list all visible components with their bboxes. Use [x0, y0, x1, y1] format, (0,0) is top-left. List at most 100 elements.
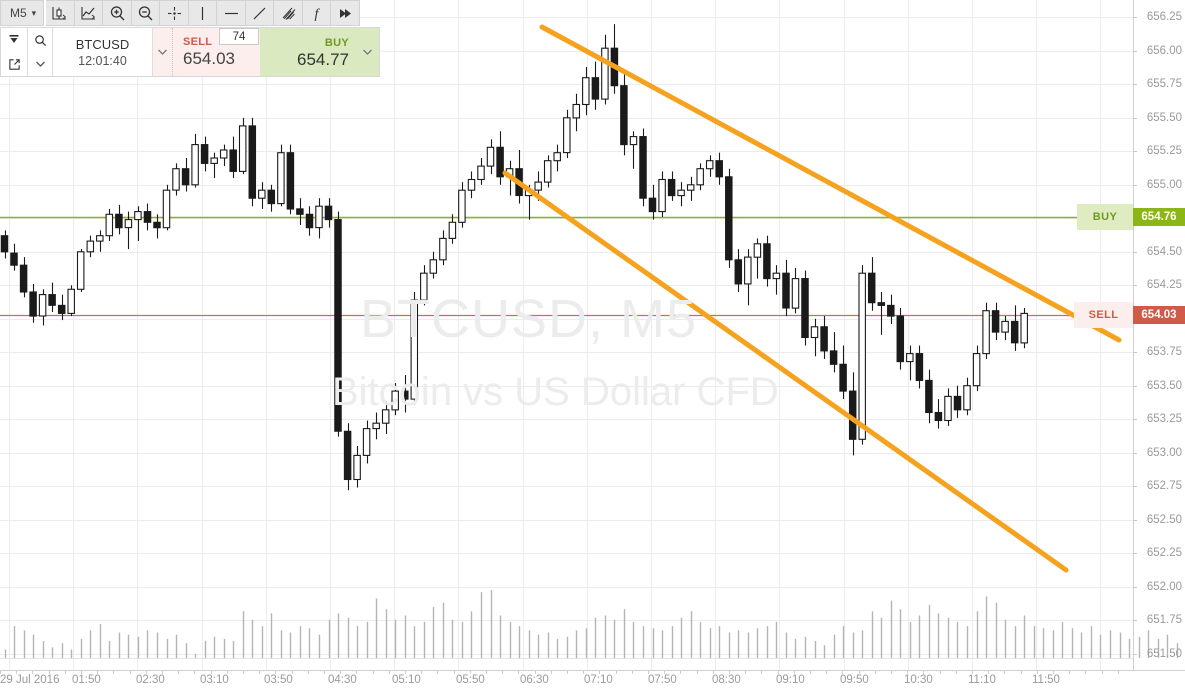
time-tick-label: 04:30: [328, 674, 357, 686]
sell-dropdown-icon[interactable]: [153, 28, 172, 76]
time-axis[interactable]: 29 Jul 2016 01:50 02:30 03:10 03:50 04:30 05:1…: [0, 670, 1133, 691]
time-tick-mark: [777, 670, 779, 674]
time-tick-mark: [259, 670, 261, 674]
buy-button[interactable]: BUY 654.77: [260, 28, 355, 76]
quote-panel-search-col: [28, 28, 53, 76]
price-tick-mark: [1133, 17, 1137, 19]
sell-level-flag[interactable]: SELL: [1074, 301, 1133, 328]
time-tick-mark: [388, 670, 390, 674]
time-tick-mark: [1085, 670, 1087, 674]
price-tick-label: 651.75: [1146, 614, 1182, 627]
price-tick-label: 654.50: [1146, 245, 1182, 258]
horizontal-line-icon[interactable]: [217, 0, 246, 26]
time-tick-mark: [631, 670, 633, 674]
time-tick-mark: [1101, 670, 1103, 674]
timeframe-label: M5: [10, 6, 27, 20]
time-tick-mark: [340, 670, 342, 674]
channel-lower: [502, 170, 1069, 573]
candlestick-series: [0, 24, 1028, 491]
time-tick-label: 29 Jul 2016: [0, 674, 60, 686]
timeframe-selector[interactable]: M5 ▾: [0, 0, 45, 26]
buy-price-pill[interactable]: 654.76: [1133, 207, 1185, 226]
crosshair-icon[interactable]: [160, 0, 189, 26]
time-tick-mark: [48, 670, 50, 674]
price-tick-label: 655.75: [1146, 78, 1182, 91]
time-tick-label: 10:30: [904, 674, 933, 686]
time-tick-mark: [518, 670, 520, 674]
time-tick-mark: [1036, 670, 1038, 674]
time-tick-mark: [356, 670, 358, 674]
time-tick-mark: [550, 670, 552, 674]
time-tick-mark: [826, 670, 828, 674]
time-tick-mark: [453, 670, 455, 674]
price-tick-label: 653.00: [1146, 446, 1182, 459]
chevron-down-icon: ▾: [31, 7, 37, 18]
price-tick-label: 653.50: [1146, 379, 1182, 392]
price-tick-mark: [1133, 419, 1137, 421]
sell-price-pill[interactable]: 654.03: [1133, 305, 1185, 324]
trendline-icon[interactable]: [245, 0, 275, 26]
buy-dropdown-icon[interactable]: [355, 28, 379, 76]
channel-icon[interactable]: [274, 0, 303, 26]
time-tick-mark: [874, 670, 876, 674]
price-tick-label: 653.25: [1146, 413, 1182, 426]
more-icon[interactable]: [331, 0, 361, 26]
popout-icon[interactable]: [1, 52, 27, 76]
time-tick-label: 09:10: [776, 674, 805, 686]
time-tick-mark: [16, 670, 18, 674]
time-tick-label: 03:10: [200, 674, 229, 686]
price-tick-label: 655.25: [1146, 145, 1182, 158]
line-chart-icon[interactable]: [74, 0, 104, 26]
price-tick-label: 653.75: [1146, 346, 1182, 359]
time-tick-mark: [955, 670, 957, 674]
time-tick-mark: [858, 670, 860, 674]
search-icon[interactable]: [28, 28, 52, 52]
time-tick-mark: [567, 670, 568, 674]
time-tick-mark: [113, 670, 115, 674]
time-tick-label: 11:50: [1032, 674, 1060, 686]
time-tick-mark: [923, 670, 925, 674]
price-tick-mark: [1133, 586, 1137, 588]
price-tick-label: 656.25: [1146, 11, 1182, 24]
price-tick-mark: [1133, 285, 1137, 287]
time-tick-mark: [810, 670, 811, 674]
time-tick-mark: [939, 670, 941, 674]
chevron-down-icon[interactable]: [28, 52, 52, 76]
time-tick-mark: [745, 670, 747, 674]
price-tick-label: 651.50: [1146, 647, 1182, 660]
candlestick-chart-icon[interactable]: [46, 0, 75, 26]
time-tick-label: 11:10: [968, 674, 996, 686]
time-tick-label: 02:30: [136, 674, 165, 686]
sell-label: SELL: [183, 35, 213, 48]
price-axis[interactable]: 656.25 656.00 655.75 655.50 655.25 655.00 654.…: [1133, 0, 1185, 670]
time-tick-mark: [891, 670, 892, 674]
zoom-out-icon[interactable]: [131, 0, 161, 26]
time-tick-mark: [988, 670, 990, 674]
pin-icon[interactable]: [1, 28, 27, 52]
price-tick-mark: [1133, 385, 1137, 387]
time-tick-mark: [129, 670, 131, 674]
sell-price: 654.03: [183, 48, 235, 68]
time-tick-mark: [275, 670, 277, 674]
price-tick-mark: [1133, 352, 1137, 354]
time-tick-mark: [599, 670, 601, 674]
time-tick-mark: [243, 670, 244, 674]
time-tick-mark: [194, 670, 196, 674]
time-tick-mark: [162, 670, 163, 674]
fibonacci-icon[interactable]: f: [302, 0, 332, 26]
trend-channel[interactable]: [502, 24, 1122, 573]
time-tick-mark: [648, 670, 649, 674]
price-tick-mark: [1133, 620, 1137, 622]
price-tick-label: 654.25: [1146, 279, 1182, 292]
time-tick-mark: [615, 670, 617, 674]
time-tick-label: 09:50: [840, 674, 869, 686]
time-tick-mark: [81, 670, 82, 674]
buy-level-flag[interactable]: BUY: [1077, 203, 1133, 230]
zoom-in-icon[interactable]: [103, 0, 132, 26]
symbol-info[interactable]: BTCUSD 12:01:40: [53, 28, 153, 76]
time-tick-mark: [32, 670, 34, 674]
vertical-line-icon[interactable]: [188, 0, 218, 26]
time-tick-mark: [761, 670, 763, 674]
